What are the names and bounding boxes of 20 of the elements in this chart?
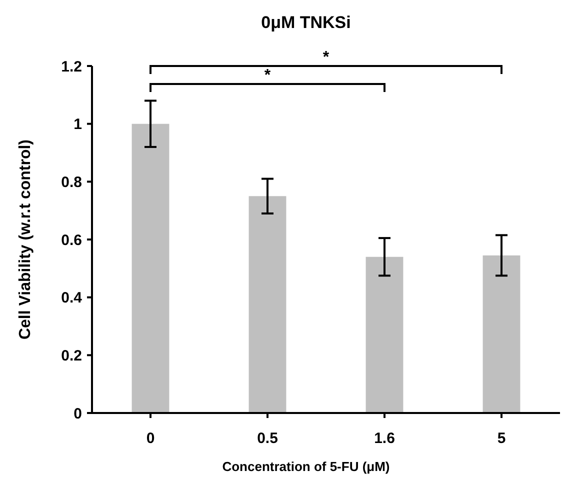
y-tick-label: 0.8 (61, 174, 82, 191)
x-tick-label: 5 (497, 430, 506, 447)
y-tick-label: 0.6 (61, 232, 82, 249)
text: * (322, 49, 330, 66)
chart-title: 0μM TNKSi (261, 13, 351, 32)
x-axis-title: Concentration of 5-FU (μM) (222, 459, 390, 474)
bar (482, 255, 520, 413)
x-tick-label: 0 (146, 430, 155, 447)
bar (366, 256, 404, 413)
y-tick-label: 1.2 (61, 58, 82, 76)
x-tick-label: 1.6 (374, 430, 395, 447)
bar (248, 196, 286, 413)
y-tick-label: 0 (74, 405, 82, 422)
y-tick-label: 0.4 (61, 290, 83, 307)
bar (132, 124, 170, 413)
y-axis-title: Cell Viability (w.r.t control) (17, 139, 34, 340)
y-tick-label: 1 (74, 116, 82, 134)
x-tick-label: 0.5 (257, 430, 278, 447)
annotation: * (264, 67, 272, 84)
y-tick-label: 0.2 (61, 347, 82, 364)
